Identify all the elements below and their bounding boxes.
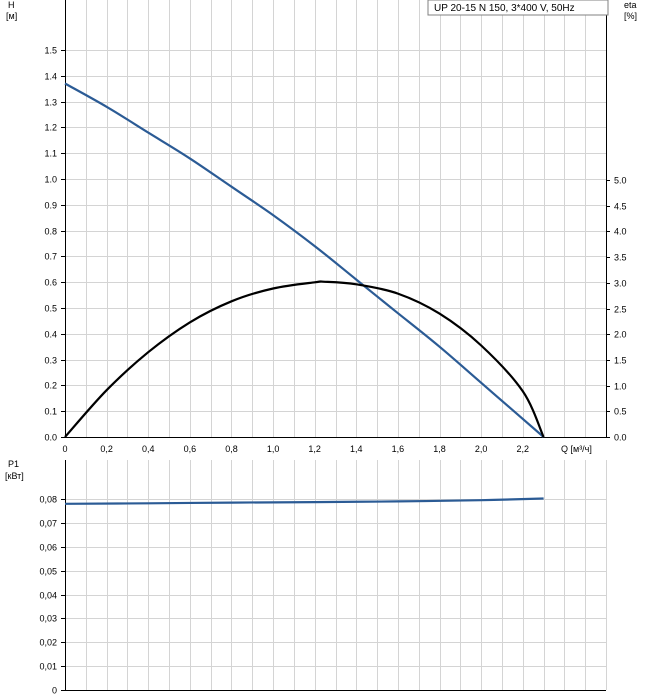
upper-right-tick-label: 4.0 <box>614 227 627 237</box>
upper-right-tick-label: 0.0 <box>614 433 627 443</box>
upper-right-axis-label-line1: eta <box>624 0 637 10</box>
lower-plot-grid <box>65 460 607 690</box>
legend-label: UP 20-15 N 150, 3*400 V, 50Hz <box>434 3 575 14</box>
upper-left-axis-label-line1: H <box>8 0 15 10</box>
x-tick-label: 0 <box>62 444 67 454</box>
upper-left-tick-label: 0.3 <box>44 356 57 366</box>
x-tick-label: 0,2 <box>100 444 113 454</box>
x-tick-label: 1,8 <box>433 444 446 454</box>
upper-left-tick-label: 0.2 <box>44 381 57 391</box>
upper-left-tick-label: 0.0 <box>44 433 57 443</box>
upper-right-tick-label: 5.0 <box>614 176 627 186</box>
x-tick-label: 0,8 <box>225 444 238 454</box>
lower-tick-label: 0,08 <box>39 495 57 505</box>
upper-left-tick-label: 1.0 <box>44 175 57 185</box>
x-tick-label: 1,6 <box>392 444 405 454</box>
upper-right-tick-label: 2.0 <box>614 330 627 340</box>
lower-tick-label: 0,02 <box>39 638 57 648</box>
upper-left-tick-label: 1.4 <box>44 72 57 82</box>
lower-tick-label: 0,04 <box>39 591 57 601</box>
upper-right-tick-label: 4.5 <box>614 202 627 212</box>
upper-left-axis-label-line2: [м] <box>6 11 17 21</box>
series-lines <box>64 82 545 505</box>
upper-right-axis-label-line2: [%] <box>624 11 637 21</box>
x-tick-label: 1,0 <box>267 444 280 454</box>
x-axis-label: Q [м³/ч] <box>561 444 592 454</box>
upper-right-tick-label: 2.5 <box>614 305 627 315</box>
upper-right-tick-label: 0.5 <box>614 407 627 417</box>
upper-plot-grid <box>65 0 607 437</box>
upper-left-tick-label: 0.4 <box>44 330 57 340</box>
legend-box <box>427 0 609 16</box>
lower-axis-label-line1: P1 <box>8 459 19 469</box>
upper-right-tick-label: 1.5 <box>614 356 627 366</box>
upper-left-tick-label: 1.1 <box>44 149 57 159</box>
tick-labels: 0.0 0.1 0.2 0.3 0.4 0.5 0.6 0.7 0.8 0.9 1.0 1.1 1.2 1… <box>39 46 626 696</box>
power-curve-line <box>64 497 544 505</box>
lower-tick-label: 0 <box>52 686 57 696</box>
upper-left-tick-label: 1.5 <box>44 46 57 56</box>
upper-right-tick-label: 3.0 <box>614 279 627 289</box>
lower-tick-label: 0,01 <box>39 662 57 672</box>
upper-right-tick-label: 3.5 <box>614 253 627 263</box>
x-tick-label: 2,0 <box>475 444 488 454</box>
upper-left-tick-label: 0.1 <box>44 407 57 417</box>
lower-tick-label: 0,07 <box>39 519 57 529</box>
upper-left-tick-label: 1.2 <box>44 123 57 133</box>
upper-left-tick-label: 0.7 <box>44 252 57 262</box>
x-tick-label: 0,6 <box>184 444 197 454</box>
upper-left-tick-label: 1.3 <box>44 98 57 108</box>
lower-tick-label: 0,03 <box>39 614 57 624</box>
efficiency-curve-line <box>64 280 545 438</box>
axes <box>61 0 610 691</box>
lower-axis-label-line2: [кВт] <box>5 471 24 481</box>
upper-left-tick-label: 0.8 <box>44 227 57 237</box>
x-tick-label: 0,4 <box>142 444 155 454</box>
lower-tick-label: 0,05 <box>39 567 57 577</box>
x-tick-label: 2,2 <box>517 444 530 454</box>
upper-right-tick-label: 1.0 <box>614 382 627 392</box>
upper-left-tick-label: 0.6 <box>44 278 57 288</box>
lower-tick-label: 0,06 <box>39 543 57 553</box>
upper-left-tick-label: 0.9 <box>44 201 57 211</box>
upper-left-tick-label: 0.5 <box>44 304 57 314</box>
x-tick-label: 1,4 <box>350 444 363 454</box>
x-tick-label: 1,2 <box>308 444 321 454</box>
head-curve-line <box>64 82 545 438</box>
